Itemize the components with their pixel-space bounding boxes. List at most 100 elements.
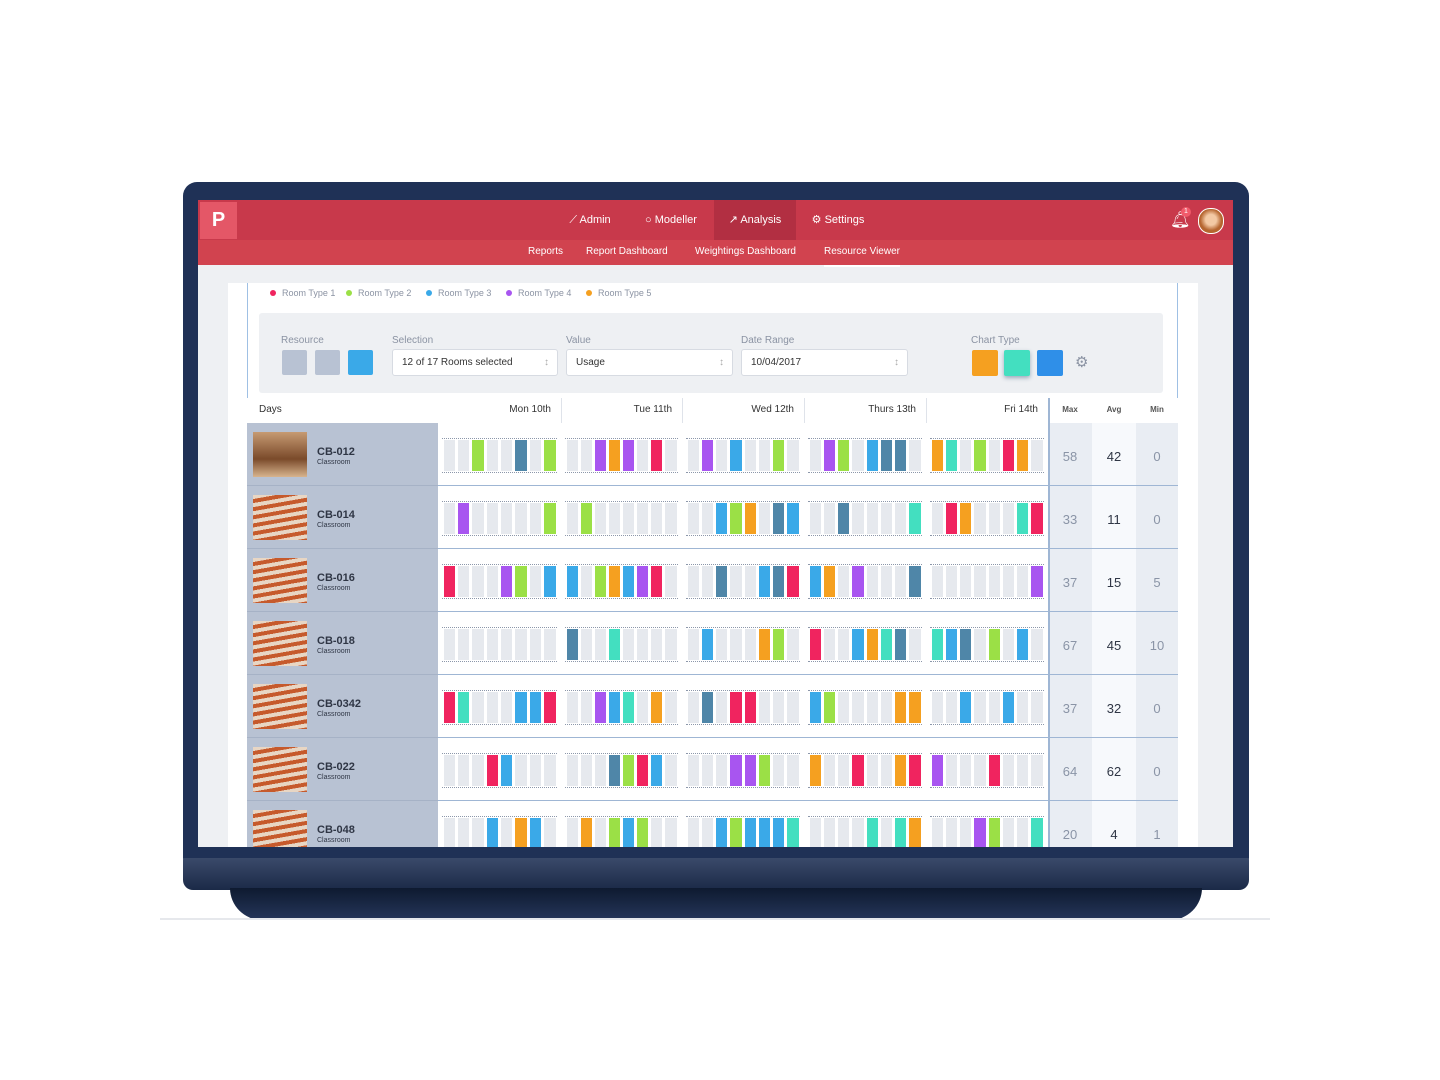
slot (988, 692, 1000, 723)
slot-guide (442, 564, 557, 599)
slot (637, 440, 649, 471)
nav-label: Settings (824, 214, 865, 226)
slot (651, 818, 663, 847)
logo[interactable]: P (200, 202, 237, 239)
slot (716, 503, 728, 534)
date-dropdown[interactable]: 10/04/2017 (741, 349, 908, 376)
slot (651, 629, 663, 660)
slot (637, 629, 649, 660)
slot (838, 503, 850, 534)
slot (701, 440, 713, 471)
room-type: Classroom (317, 774, 351, 781)
filter-label: Value (566, 335, 591, 346)
selection-dropdown[interactable]: 12 of 17 Rooms selected (392, 349, 558, 376)
slot (909, 629, 921, 660)
slot (809, 692, 821, 723)
slot (730, 755, 742, 786)
slot (880, 566, 892, 597)
nav-item[interactable]: ↗ Analysis (728, 214, 782, 226)
room-name: CB-016 (317, 572, 355, 584)
stat-cell (1050, 738, 1092, 801)
slot (529, 440, 542, 471)
slot (895, 818, 907, 847)
slot (501, 503, 513, 534)
slot (544, 755, 556, 786)
nav-item[interactable]: ○ Modeller (645, 214, 697, 226)
slot (637, 566, 649, 597)
slot (823, 692, 835, 723)
slot (443, 755, 455, 786)
subnav-item[interactable]: Weightings Dashboard (695, 246, 796, 257)
slot (744, 440, 756, 471)
slot (730, 629, 742, 660)
value-dropdown[interactable]: Usage (566, 349, 733, 376)
resource-icon[interactable] (315, 350, 340, 375)
slot (838, 629, 850, 660)
slot (665, 440, 677, 471)
resource-icon[interactable] (282, 350, 307, 375)
nav-item[interactable]: ⚙ Settings (811, 214, 865, 226)
subnav-item[interactable]: Resource Viewer (824, 240, 900, 267)
slot (909, 818, 921, 847)
slot (1017, 503, 1029, 534)
slot (744, 692, 756, 723)
chart-type-pie[interactable] (972, 350, 998, 376)
settings-gear[interactable]: ⚙ (1075, 354, 1089, 371)
slot-guide (442, 690, 557, 725)
legend-label: Room Type 1 (282, 288, 336, 298)
slot (472, 440, 484, 471)
day-header: Thurs 13th (868, 404, 916, 415)
slot (623, 566, 635, 597)
legend-label: Room Type 2 (358, 288, 412, 298)
slot (515, 818, 527, 847)
stat-header: Avg (1106, 405, 1122, 414)
slot-guide (686, 690, 800, 725)
room-type: Classroom (317, 522, 351, 529)
day-header: Tue 11th (633, 404, 672, 415)
subnav-item[interactable]: Report Dashboard (586, 246, 668, 257)
stat-value: 0 (1153, 512, 1161, 527)
slot (651, 503, 663, 534)
slot (486, 629, 498, 660)
slot (580, 629, 592, 660)
slot (945, 692, 957, 723)
slot (744, 503, 756, 534)
days-label: Days (259, 404, 282, 415)
resource-icon[interactable] (348, 350, 373, 375)
stat-value: 42 (1106, 449, 1122, 464)
nav-label: Modeller (654, 214, 697, 226)
slot-guide (930, 627, 1044, 662)
slot (852, 503, 864, 534)
slot (838, 692, 850, 723)
slot (716, 440, 728, 471)
chart-type-bar[interactable] (1004, 350, 1030, 376)
stat-cell (1050, 675, 1092, 738)
slot (716, 629, 728, 660)
slot (486, 692, 498, 723)
slot (651, 692, 663, 723)
slot-guide (565, 816, 678, 847)
slot (945, 629, 957, 660)
thumbnail (253, 621, 307, 666)
slot (637, 818, 649, 847)
stat-cell (1136, 612, 1178, 675)
avatar[interactable] (1198, 208, 1224, 234)
slot (744, 755, 756, 786)
stat-cell (1050, 423, 1092, 486)
slot (787, 755, 799, 786)
thumbnail (253, 684, 307, 729)
slot-guide (565, 690, 678, 725)
subnav-item[interactable]: Reports (528, 246, 564, 257)
slot (515, 629, 527, 660)
slot (931, 503, 943, 534)
slot (665, 629, 677, 660)
slot (730, 566, 742, 597)
slot (852, 818, 864, 847)
nav-item[interactable]: ⟋ Admin (569, 214, 611, 226)
slot (758, 503, 770, 534)
stat-value: 11 (1107, 512, 1121, 527)
slot (443, 503, 455, 534)
slot (744, 629, 756, 660)
slot-guide (442, 816, 557, 847)
chart-type-line[interactable] (1037, 350, 1063, 376)
